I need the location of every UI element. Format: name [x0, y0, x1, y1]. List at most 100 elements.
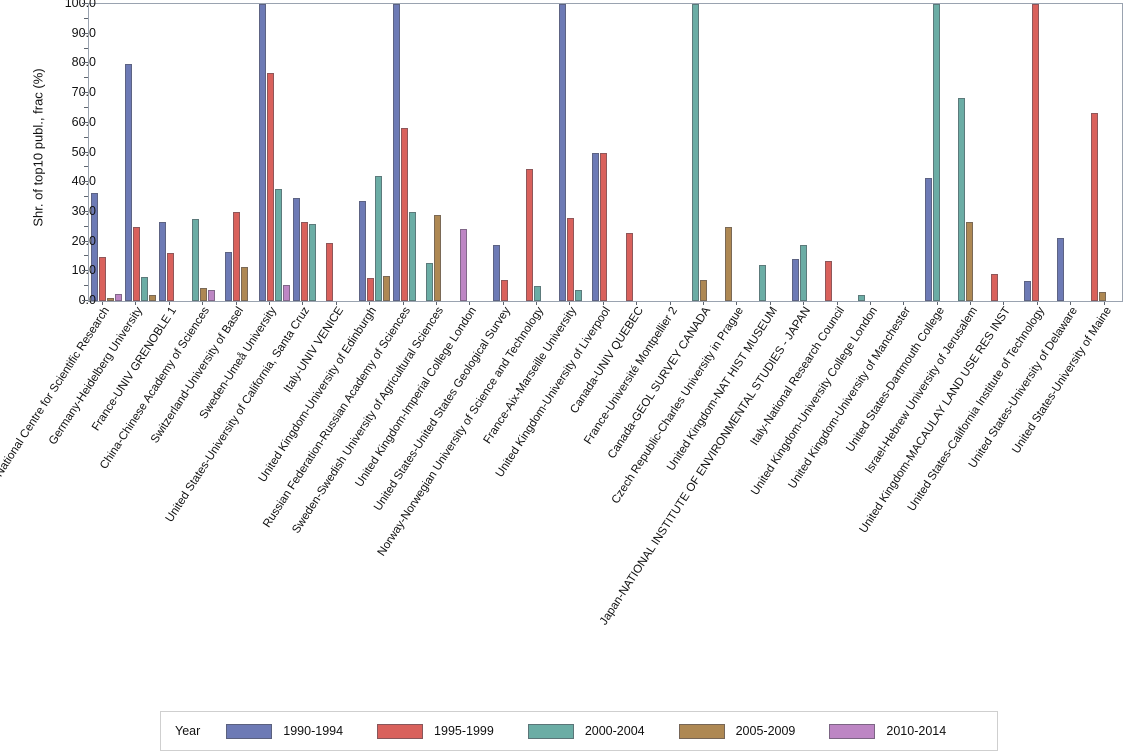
y-axis-tick-mark	[82, 32, 88, 34]
bar	[401, 128, 409, 301]
y-axis-tick-mark	[82, 92, 88, 94]
bar	[308, 224, 316, 301]
y-axis-minor-tick	[84, 136, 88, 138]
legend-item[interactable]: 2010-2014	[829, 723, 947, 739]
x-axis-tick-mark	[836, 302, 838, 305]
bar	[500, 279, 508, 301]
bar	[426, 262, 434, 301]
legend-swatch	[678, 723, 725, 739]
legend-item[interactable]: 1990-1994	[226, 723, 344, 739]
x-axis-tick-mark	[502, 302, 504, 305]
y-axis-minor-tick	[84, 166, 88, 168]
bar	[600, 152, 608, 301]
bar-group	[1022, 4, 1055, 301]
legend-item[interactable]: 1995-1999	[377, 723, 494, 739]
bar	[791, 258, 799, 301]
bar	[266, 73, 274, 301]
x-axis-tick-mark	[970, 302, 972, 305]
x-axis-tick-mark	[369, 302, 371, 305]
legend-swatch	[226, 723, 273, 739]
y-axis-minor-tick	[84, 77, 88, 79]
x-axis-tick-mark	[736, 302, 738, 305]
bar	[824, 260, 832, 301]
bar	[1024, 280, 1032, 301]
bar	[133, 227, 140, 301]
bar	[525, 169, 533, 301]
bar-group	[790, 4, 823, 301]
legend-label: 1990-1994	[283, 724, 344, 738]
bar	[383, 275, 391, 301]
bar-group	[524, 4, 557, 301]
bar	[965, 222, 973, 301]
bar-group	[491, 4, 524, 301]
x-axis-tick-mark	[702, 302, 704, 305]
legend-item[interactable]: 2000-2004	[527, 723, 645, 739]
bar	[225, 251, 233, 301]
bar	[492, 244, 500, 301]
bar-group	[157, 4, 190, 301]
x-axis-tick-mark	[1036, 302, 1038, 305]
x-axis-tick-mark	[135, 302, 137, 305]
bar	[107, 298, 114, 301]
x-axis-tick-mark	[803, 302, 805, 305]
bar	[282, 284, 290, 301]
legend-swatch	[829, 723, 876, 739]
x-axis-tick-mark	[302, 302, 304, 305]
bar-group	[690, 4, 723, 301]
bar	[115, 293, 122, 301]
bar	[125, 63, 132, 301]
y-axis-minor-tick	[84, 285, 88, 287]
x-axis-tick-mark	[435, 302, 437, 305]
bar	[200, 287, 208, 301]
bar	[957, 98, 965, 301]
bar	[799, 245, 807, 301]
bar-group	[458, 4, 491, 301]
bar	[274, 188, 282, 301]
y-axis-minor-tick	[84, 106, 88, 108]
bar	[167, 252, 174, 301]
x-axis-tick-mark	[469, 302, 471, 305]
x-axis-tick-mark	[1103, 302, 1105, 305]
y-axis-minor-tick	[84, 255, 88, 257]
bar-group	[391, 4, 424, 301]
bar	[409, 212, 417, 301]
legend-item[interactable]: 2005-2009	[678, 723, 796, 739]
legend-label: 2005-2009	[735, 724, 796, 738]
x-axis-tick-mark	[335, 302, 337, 305]
bar	[932, 4, 940, 301]
bar-group	[624, 4, 657, 301]
bar	[233, 211, 241, 301]
bar	[325, 242, 333, 301]
y-axis-tick-mark	[82, 62, 88, 64]
bar-group	[190, 4, 223, 301]
y-axis-tick-mark	[82, 240, 88, 242]
bar-group	[123, 4, 157, 301]
x-axis-tick-mark	[202, 302, 204, 305]
bar	[567, 218, 575, 301]
legend-label: 2000-2004	[584, 724, 645, 738]
x-axis-tick-mark	[869, 302, 871, 305]
bar-group	[889, 4, 922, 301]
bar	[300, 222, 308, 301]
y-axis-tick-mark	[82, 210, 88, 212]
y-axis-minor-tick	[84, 196, 88, 198]
x-axis-tick-mark	[168, 302, 170, 305]
bar-group	[923, 4, 956, 301]
x-axis-tick-mark	[936, 302, 938, 305]
bar	[459, 228, 467, 301]
x-axis-tick-mark	[569, 302, 571, 305]
y-axis-tick-mark	[82, 181, 88, 183]
bar	[192, 219, 200, 301]
bar-group	[357, 4, 391, 301]
x-axis-tick-mark	[903, 302, 905, 305]
bar-group	[223, 4, 256, 301]
bar	[758, 265, 766, 301]
legend: Year 1990-1994 1995-1999 2000-2004 2005-200…	[160, 711, 998, 751]
legend-label: 2010-2014	[886, 724, 947, 738]
y-axis-minor-tick	[84, 17, 88, 19]
bar	[258, 4, 266, 301]
bar	[393, 4, 401, 301]
x-axis-tick-mark	[602, 302, 604, 305]
bar-group	[956, 4, 989, 301]
